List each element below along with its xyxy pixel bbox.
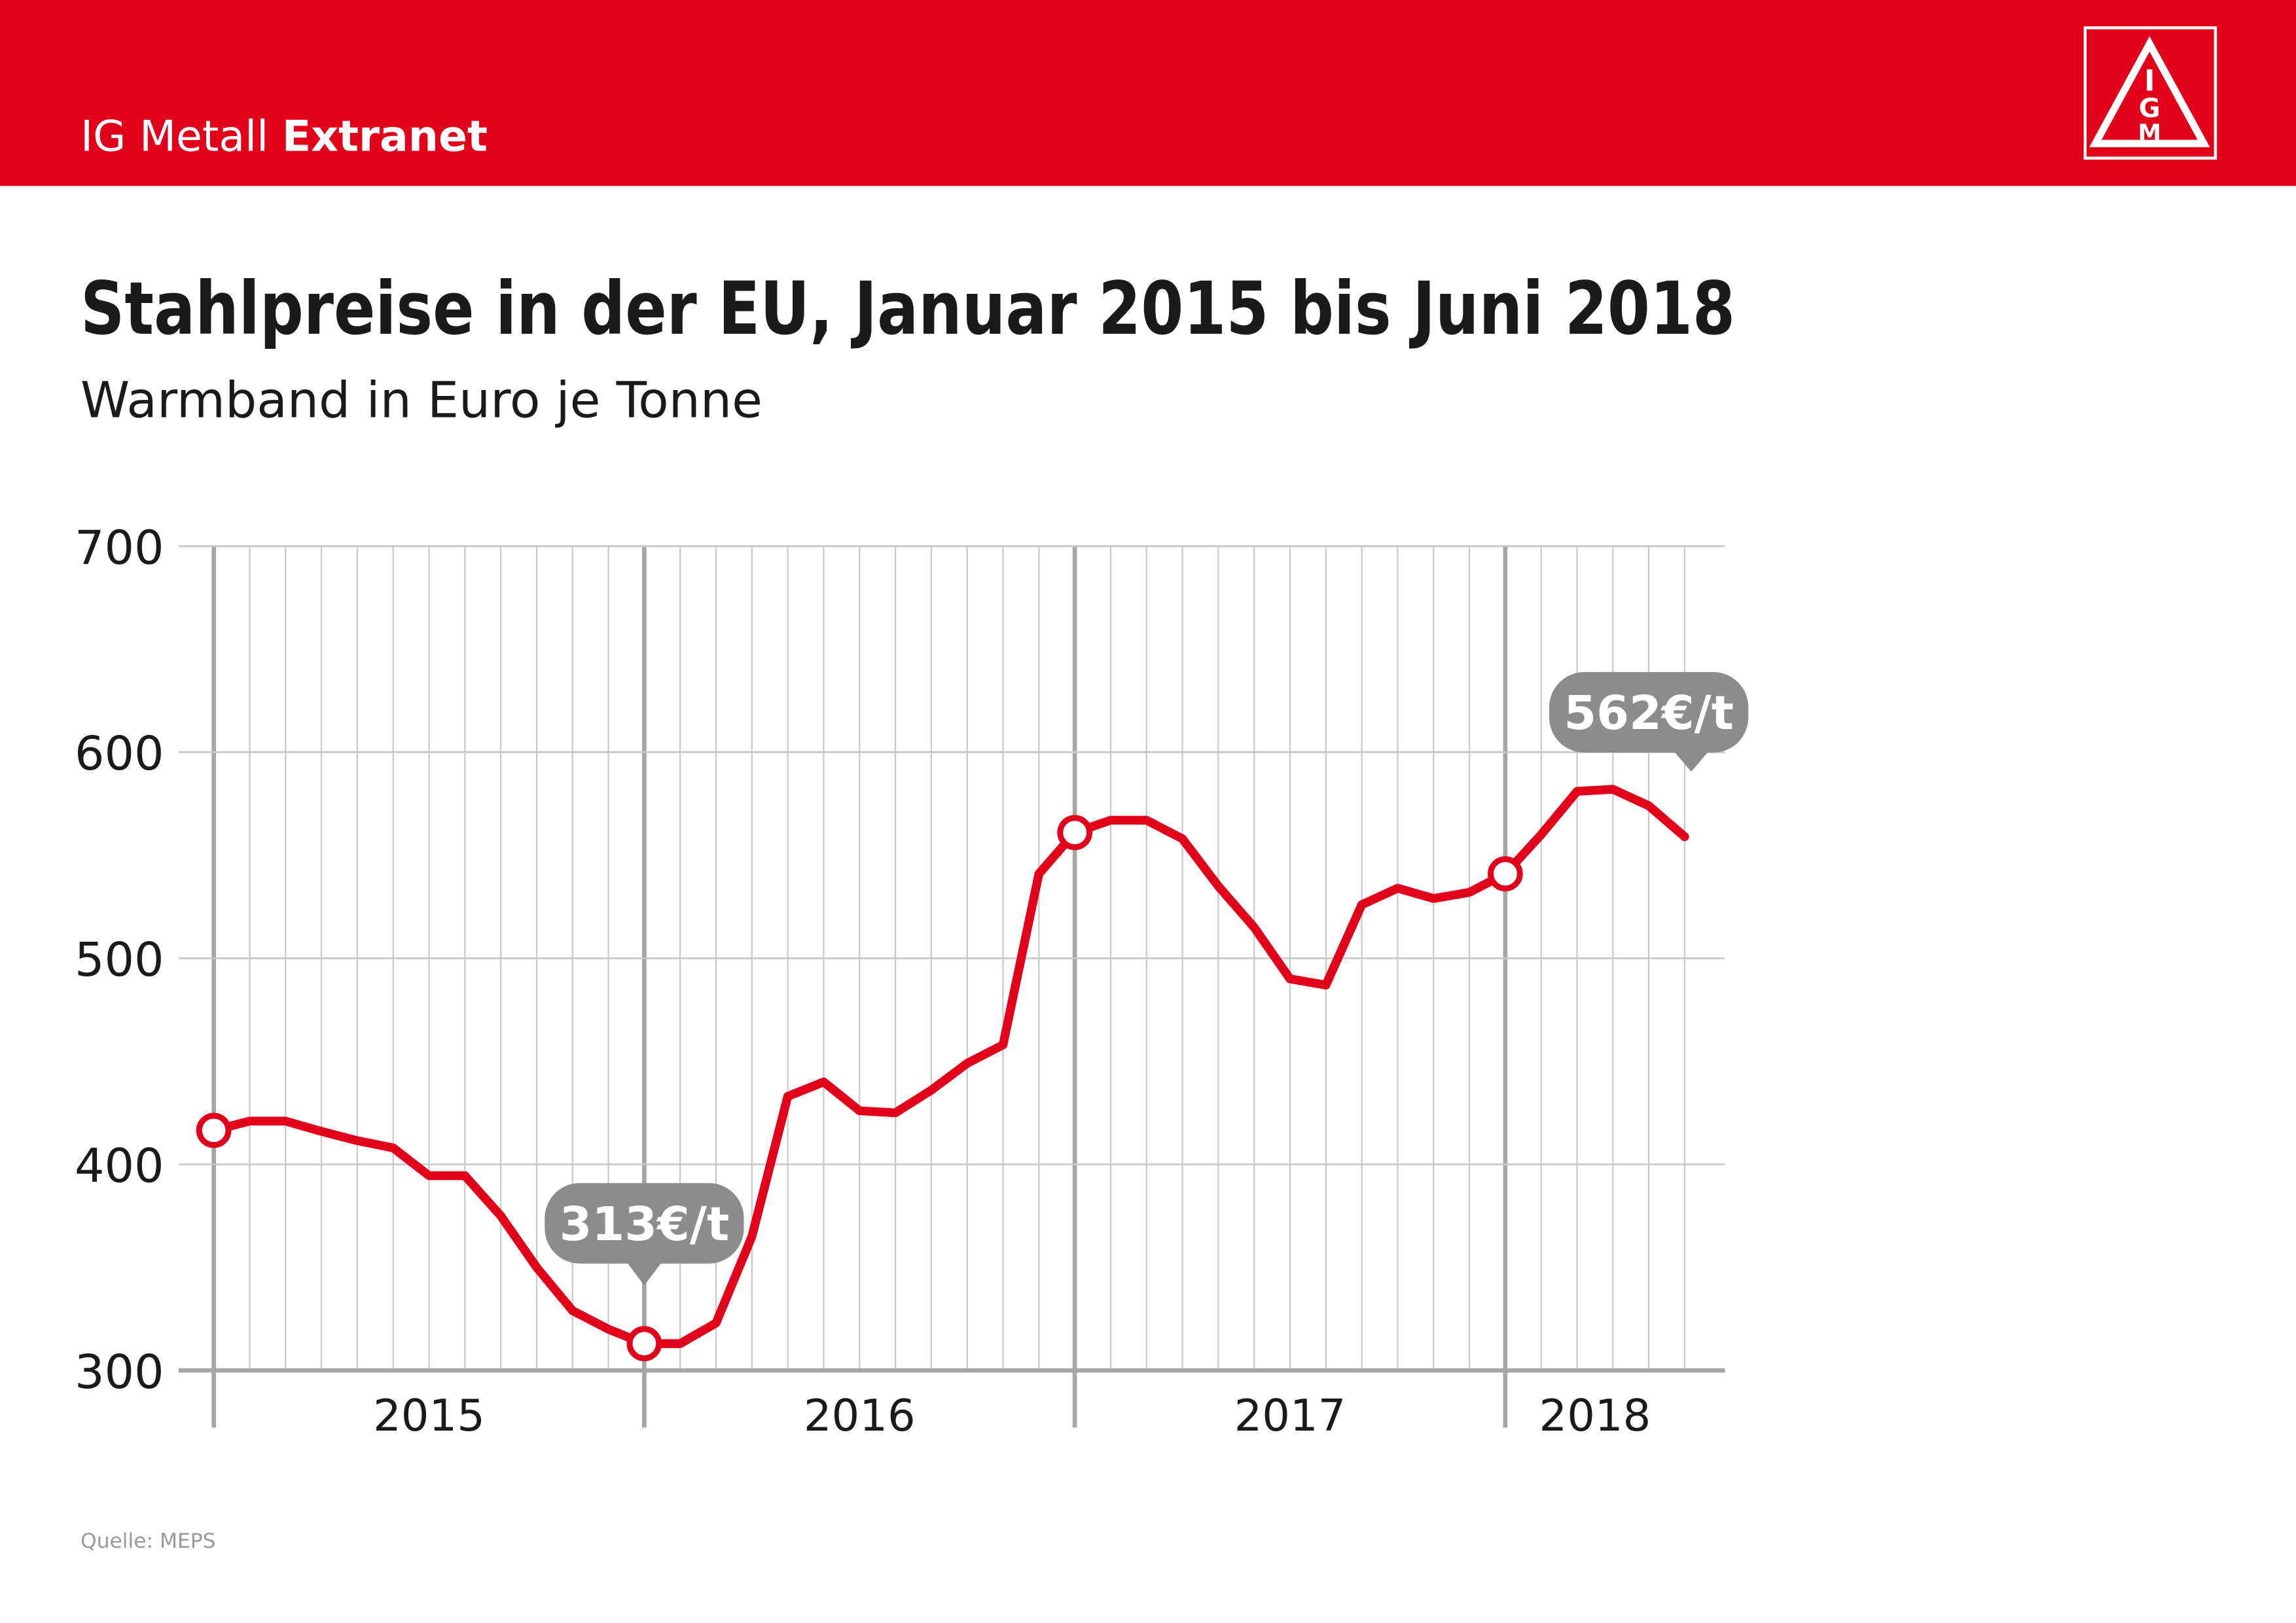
y-tick-label: 700 (75, 520, 164, 575)
data-point (196, 1113, 232, 1149)
y-tick-label: 300 (75, 1345, 164, 1399)
header-bar (0, 0, 2296, 187)
logo-letter: G (2139, 94, 2161, 124)
logo-letter: M (2138, 120, 2161, 147)
y-tick-label: 400 (75, 1139, 164, 1193)
brand-bold: Extranet (282, 112, 488, 161)
data-point (626, 1326, 662, 1361)
x-tick-label: 2017 (1234, 1390, 1346, 1441)
y-tick-label: 500 (75, 933, 164, 987)
source: Quelle: MEPS (81, 1529, 215, 1553)
y-tick-label: 600 (75, 726, 164, 781)
logo-letter: I (2144, 63, 2155, 98)
annotation-bubble (1549, 671, 1749, 753)
x-tick-label: 2018 (1539, 1390, 1651, 1441)
annotation-bubble (545, 1183, 744, 1264)
annotation-label: 313€/t (560, 1197, 730, 1251)
chart-subtitle: Warmband in Euro je Tonne (81, 371, 762, 429)
chart-title: Stahlpreise in der EU, Januar 2015 bis J… (81, 266, 1735, 351)
logo: I G M (2083, 26, 2217, 160)
data-line (209, 785, 1689, 1348)
data-point (1488, 856, 1523, 892)
annotation-pointer (1674, 751, 1709, 772)
header-brand: IG Metall Extranet (81, 112, 488, 161)
brand: IG Metall (81, 112, 268, 161)
x-tick-label: 2015 (373, 1390, 485, 1441)
x-tick-label: 2016 (804, 1390, 916, 1441)
data-point (1057, 815, 1092, 851)
annotation-pointer (626, 1262, 662, 1286)
annotation-label: 562€/t (1564, 686, 1734, 740)
